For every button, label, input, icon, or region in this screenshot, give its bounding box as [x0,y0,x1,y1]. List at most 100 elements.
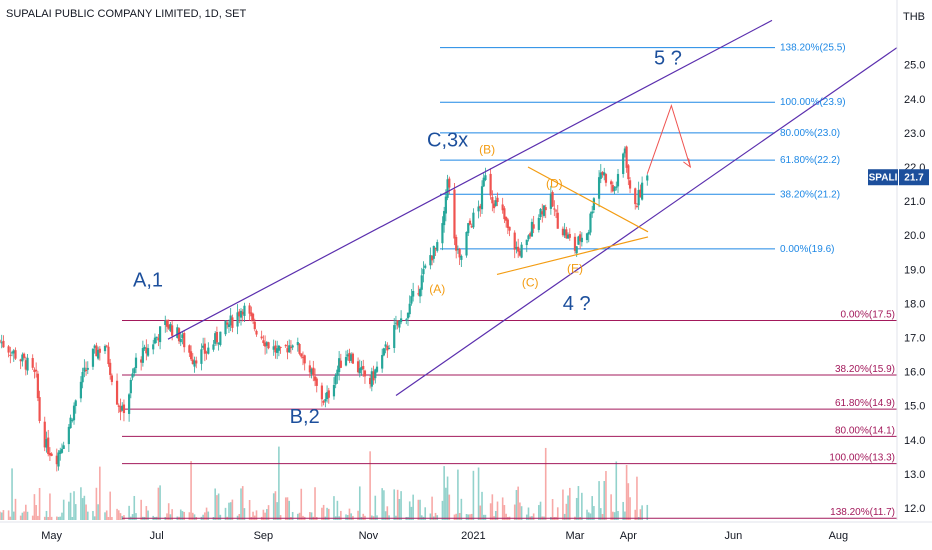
volume-bar [646,504,649,520]
candle-body [312,367,315,376]
candle-body [48,453,52,456]
candle-body [623,148,626,154]
candle-body [506,219,509,228]
volume-bar [357,510,359,520]
channel-upper-line [167,19,773,340]
candle-body [131,373,134,378]
candle-body [556,212,559,229]
volume-bar [288,500,291,520]
candle-body [587,232,590,235]
volume-bar [95,487,98,520]
candle-body [193,360,196,367]
volume-bar [634,509,637,520]
candle-body [55,455,58,465]
candle-body [265,342,268,346]
volume-bar [388,515,390,520]
volume-bar [33,494,36,520]
volume-bar [123,515,125,520]
candle-body [563,229,566,236]
volume-bar [326,507,328,520]
candle-body [115,380,119,405]
candle-body [110,375,113,382]
volume-bar [169,514,172,520]
price-axis[interactable]: THB 12.0 13.0 14.0 15.0 16.0 17.0 18.0 19.0 20.0 2… [868,0,929,520]
volume-bar [109,491,111,520]
volume-bar [544,447,547,520]
fib-lower-label: 61.80%(14.9) [835,398,895,409]
candle-body [177,328,181,342]
volume-bar [519,502,521,520]
candle-body [443,211,446,226]
candle-body [339,360,342,368]
candle-body [396,320,399,326]
volume-bar [446,476,449,520]
candle-body [286,348,289,353]
candle-body [205,352,208,354]
candle-body [207,347,210,354]
candle-body [171,325,174,336]
volume-bar [50,516,53,520]
candle-body [491,197,494,204]
volume-bar [525,514,528,520]
candle-body [155,336,158,338]
candle-body [26,357,29,371]
volume-bar [204,512,206,520]
candle-body [436,242,439,251]
candle-body [12,350,15,354]
candle-body [236,312,239,327]
volume-bar [563,513,566,520]
candle-body [344,357,348,366]
candle-body [238,311,241,317]
volume-bar [93,516,96,520]
candle-body [158,326,162,343]
candle-body [568,234,571,238]
candle-body [31,358,34,368]
wave-label: A,1 [133,269,163,291]
volume-bar [183,511,185,520]
candle-body [74,400,77,407]
volume-bar [641,505,643,520]
volume-bar [71,516,74,520]
volume-bar [0,512,3,520]
volume-bar [167,503,170,520]
candle-body [298,343,301,354]
candle-body [494,200,497,206]
candle-body [164,320,167,326]
candle-body [520,244,523,258]
candle-body [406,312,410,319]
volume-bar [80,487,82,520]
candle-body [444,196,447,214]
volume-bar [374,495,377,520]
candle-body [424,265,427,268]
candle-body [408,303,411,315]
volume-bar [241,486,244,520]
wave-label: B,2 [290,406,320,428]
volume-bar [111,516,113,520]
candle-body [467,223,470,234]
volume-bar [501,497,504,520]
volume-bar [398,498,401,520]
volume-bar [477,467,480,520]
candle-body [603,172,606,176]
volume-bar [252,511,254,520]
candle-body [167,324,170,329]
candle-body [448,178,451,188]
volume-bar [38,487,41,520]
price-tick-label: 16.0 [904,367,925,379]
candle-body [611,185,614,192]
candle-body [639,189,642,198]
candle-body [551,191,554,207]
volume-bar [231,499,234,520]
triangle-wave-label: (D) [546,176,563,190]
volume-bar [243,508,246,520]
time-axis[interactable]: May Jul Sep Nov 2021 Mar Apr Jun Aug [0,521,932,542]
candle-body [410,296,413,304]
fib-lower-label: 0.00%(17.5) [841,309,895,320]
candle-body [67,426,70,445]
candle-body [634,188,637,205]
candle-body [529,233,532,237]
candle-body [134,357,138,369]
volume-bar [569,487,571,520]
price-tick-label: 13.0 [904,469,925,481]
